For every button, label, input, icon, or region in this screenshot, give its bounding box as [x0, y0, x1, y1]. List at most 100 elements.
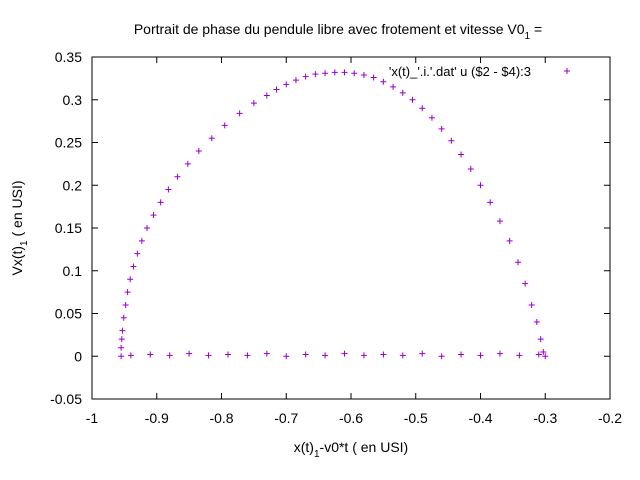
data-point	[236, 110, 243, 117]
x-tick-label: -0.7	[274, 410, 298, 426]
data-point	[195, 148, 202, 155]
data-point	[341, 350, 348, 357]
data-point	[399, 352, 406, 359]
data-point	[477, 182, 484, 189]
data-point	[283, 81, 290, 88]
data-point	[448, 137, 455, 144]
data-points	[118, 69, 549, 360]
y-tick-label: 0	[74, 348, 82, 364]
data-point	[496, 350, 503, 357]
legend-marker-plus	[564, 68, 570, 74]
data-point	[390, 83, 397, 90]
data-point	[380, 78, 387, 85]
data-point	[119, 327, 126, 334]
y-axis-ticks: -0.05 0 0.05 0.1 0.15 0.2 0.25 0.3 0.35	[50, 49, 610, 407]
data-point	[263, 92, 270, 99]
x-tick-label: -0.5	[404, 410, 428, 426]
data-point	[144, 225, 151, 231]
y-tick-label: -0.05	[50, 391, 82, 407]
data-point	[263, 350, 270, 357]
data-point	[477, 352, 484, 359]
data-point	[118, 336, 125, 343]
data-point	[120, 314, 127, 321]
data-point	[506, 237, 513, 244]
data-point	[419, 105, 426, 112]
data-point	[542, 353, 549, 360]
data-point	[184, 160, 191, 167]
data-point	[174, 173, 181, 180]
data-point	[118, 344, 125, 351]
data-point	[283, 353, 290, 360]
data-point	[467, 166, 474, 173]
data-point	[487, 199, 494, 206]
data-point	[380, 351, 387, 358]
y-tick-label: 0.2	[63, 177, 83, 193]
plot-frame	[91, 56, 611, 400]
data-point	[157, 199, 164, 206]
data-point	[535, 351, 542, 358]
data-point	[522, 280, 529, 287]
data-point	[438, 353, 445, 360]
y-tick-label: 0.3	[63, 92, 83, 108]
data-point	[419, 350, 426, 357]
data-point	[122, 301, 129, 308]
data-point	[331, 69, 338, 76]
data-point	[351, 70, 358, 77]
data-point	[221, 122, 228, 129]
data-point	[528, 301, 535, 308]
data-point	[302, 351, 309, 358]
y-tick-label: 0.05	[55, 306, 82, 322]
data-point	[322, 352, 329, 359]
data-point	[360, 352, 367, 359]
data-point	[533, 319, 540, 326]
y-tick-label: 0.1	[63, 263, 83, 279]
data-point	[322, 70, 329, 77]
data-point	[250, 100, 257, 107]
data-point	[130, 263, 137, 270]
x-tick-label: -0.9	[145, 410, 169, 426]
data-point	[370, 74, 377, 81]
data-point	[127, 276, 134, 283]
y-tick-label: 0.35	[55, 49, 82, 65]
y-axis-label: Vx(t)1 ( en USI)	[9, 180, 30, 275]
data-point	[166, 352, 173, 359]
data-point	[134, 250, 141, 257]
data-point	[205, 352, 212, 359]
data-point	[360, 71, 367, 78]
data-point	[516, 352, 523, 359]
data-point	[540, 348, 547, 355]
data-point	[458, 351, 465, 358]
data-point	[515, 259, 522, 266]
data-point	[292, 77, 299, 84]
x-tick-label: -0.4	[468, 410, 492, 426]
data-point	[165, 186, 172, 193]
data-point	[537, 336, 544, 343]
data-point	[438, 125, 445, 132]
data-point	[273, 86, 280, 93]
data-point	[118, 353, 125, 360]
x-tick-label: -0.3	[533, 410, 557, 426]
data-point	[124, 289, 131, 296]
legend-marker	[564, 68, 570, 74]
legend: 'x(t)_'.i.'.dat' u ($2 - $4):3	[389, 64, 570, 79]
y-tick-label: 0.25	[55, 135, 82, 151]
data-point	[341, 69, 348, 76]
x-tick-label: -0.8	[209, 410, 233, 426]
data-point	[496, 218, 503, 225]
data-point	[138, 237, 145, 244]
y-tick-label: 0.15	[55, 220, 82, 236]
chart-title: Portrait de phase du pendule libre avec …	[134, 21, 542, 42]
data-point	[147, 351, 154, 358]
x-axis-ticks: -1 -0.9 -0.8 -0.7 -0.6 -0.5 -0.4 -0.3 -0.2	[86, 57, 622, 426]
data-point	[458, 151, 465, 158]
x-tick-label: -0.2	[598, 410, 622, 426]
data-point	[312, 71, 319, 78]
data-point	[244, 352, 251, 359]
data-point	[302, 73, 309, 80]
data-point	[150, 212, 157, 219]
data-point	[208, 135, 215, 142]
data-point	[186, 350, 193, 357]
data-point	[399, 89, 406, 96]
x-tick-label: -1	[86, 410, 99, 426]
